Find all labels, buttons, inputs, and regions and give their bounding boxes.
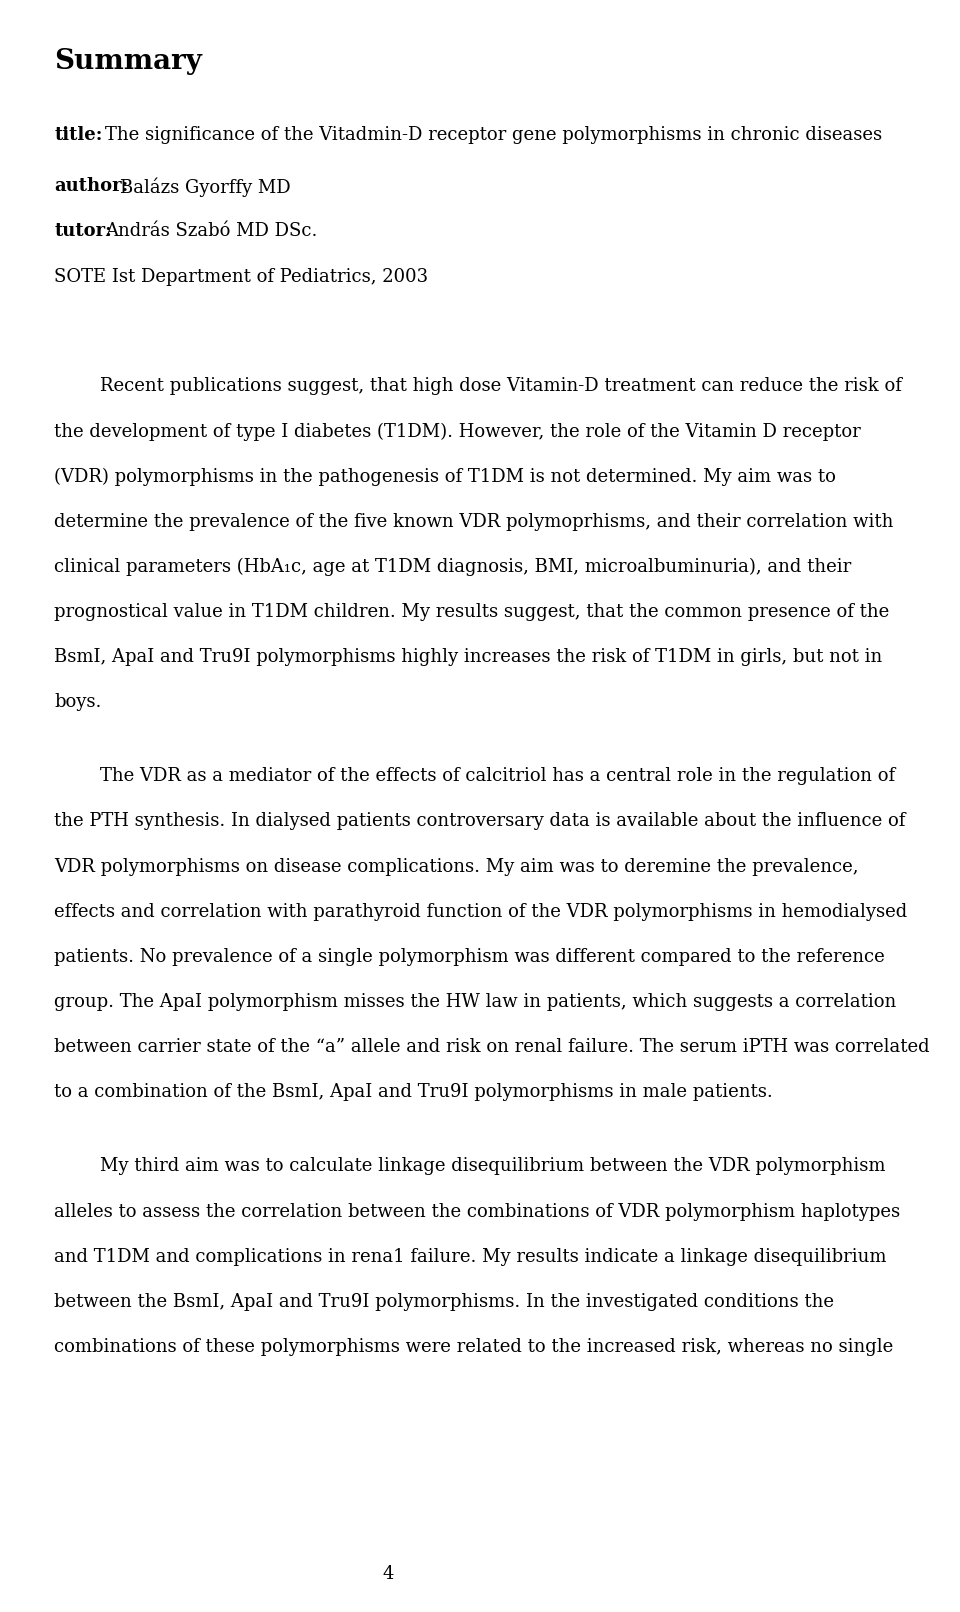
- Text: Recent publications suggest, that high dose Vitamin-D treatment can reduce the r: Recent publications suggest, that high d…: [55, 377, 902, 395]
- Text: VDR polymorphisms on disease complications. My aim was to deremine the prevalenc: VDR polymorphisms on disease complicatio…: [55, 858, 859, 875]
- Text: The significance of the Vitadmin-D receptor gene polymorphisms in chronic diseas: The significance of the Vitadmin-D recep…: [105, 126, 882, 143]
- Text: author:: author:: [55, 177, 129, 195]
- Text: Summary: Summary: [55, 48, 203, 76]
- Text: prognostical value in T1DM children. My results suggest, that the common presenc: prognostical value in T1DM children. My …: [55, 603, 890, 621]
- Text: alleles to assess the correlation between the combinations of VDR polymorphism h: alleles to assess the correlation betwee…: [55, 1203, 900, 1220]
- Text: title:: title:: [55, 126, 103, 143]
- Text: clinical parameters (HbA₁c, age at T1DM diagnosis, BMI, microalbuminuria), and t: clinical parameters (HbA₁c, age at T1DM …: [55, 558, 852, 575]
- Text: to a combination of the BsmI, ApaI and Tru9I polymorphisms in male patients.: to a combination of the BsmI, ApaI and T…: [55, 1083, 773, 1101]
- Text: the PTH synthesis. In dialysed patients controversary data is available about th: the PTH synthesis. In dialysed patients …: [55, 812, 905, 830]
- Text: effects and correlation with parathyroid function of the VDR polymorphisms in he: effects and correlation with parathyroid…: [55, 903, 907, 920]
- Text: The VDR as a mediator of the effects of calcitriol has a central role in the reg: The VDR as a mediator of the effects of …: [55, 767, 896, 785]
- Text: between the BsmI, ApaI and Tru9I polymorphisms. In the investigated conditions t: between the BsmI, ApaI and Tru9I polymor…: [55, 1293, 834, 1311]
- Text: My third aim was to calculate linkage disequilibrium between the VDR polymorphis: My third aim was to calculate linkage di…: [55, 1157, 886, 1175]
- Text: patients. No prevalence of a single polymorphism was different compared to the r: patients. No prevalence of a single poly…: [55, 948, 885, 966]
- Text: BsmI, ApaI and Tru9I polymorphisms highly increases the risk of T1DM in girls, b: BsmI, ApaI and Tru9I polymorphisms highl…: [55, 648, 882, 666]
- Text: Balázs Gyorffy MD: Balázs Gyorffy MD: [120, 177, 291, 197]
- Text: determine the prevalence of the five known VDR polymoprhisms, and their correlat: determine the prevalence of the five kno…: [55, 513, 894, 530]
- Text: boys.: boys.: [55, 693, 102, 711]
- Text: combinations of these polymorphisms were related to the increased risk, whereas : combinations of these polymorphisms were…: [55, 1338, 894, 1356]
- Text: and T1DM and complications in rena1 failure. My results indicate a linkage diseq: and T1DM and complications in rena1 fail…: [55, 1248, 887, 1265]
- Text: the development of type I diabetes (T1DM). However, the role of the Vitamin D re: the development of type I diabetes (T1DM…: [55, 422, 861, 440]
- Text: SOTE Ist Department of Pediatrics, 2003: SOTE Ist Department of Pediatrics, 2003: [55, 268, 428, 285]
- Text: group. The ApaI polymorphism misses the HW law in patients, which suggests a cor: group. The ApaI polymorphism misses the …: [55, 993, 897, 1011]
- Text: between carrier state of the “a” allele and risk on renal failure. The serum iPT: between carrier state of the “a” allele …: [55, 1038, 930, 1056]
- Text: 4: 4: [382, 1565, 394, 1583]
- Text: tutor:: tutor:: [55, 222, 112, 240]
- Text: (VDR) polymorphisms in the pathogenesis of T1DM is not determined. My aim was to: (VDR) polymorphisms in the pathogenesis …: [55, 467, 836, 485]
- Text: András Szabó MD DSc.: András Szabó MD DSc.: [105, 222, 317, 240]
